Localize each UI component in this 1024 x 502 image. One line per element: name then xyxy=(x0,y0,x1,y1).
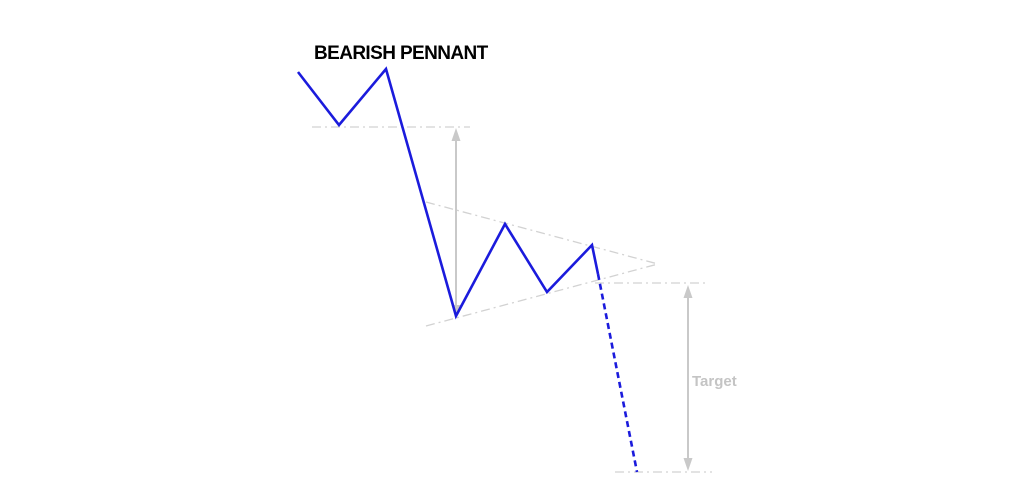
pennant-lower-trendline xyxy=(425,263,659,327)
flagpole-height-arrow xyxy=(451,128,461,318)
diagram-title: BEARISH PENNANT xyxy=(314,43,489,64)
target-height-arrow xyxy=(683,285,693,471)
pennant-upper-trendline xyxy=(425,201,659,265)
price-path xyxy=(296,66,600,320)
projected-breakdown-line xyxy=(596,273,639,473)
target-label: Target xyxy=(692,373,737,390)
